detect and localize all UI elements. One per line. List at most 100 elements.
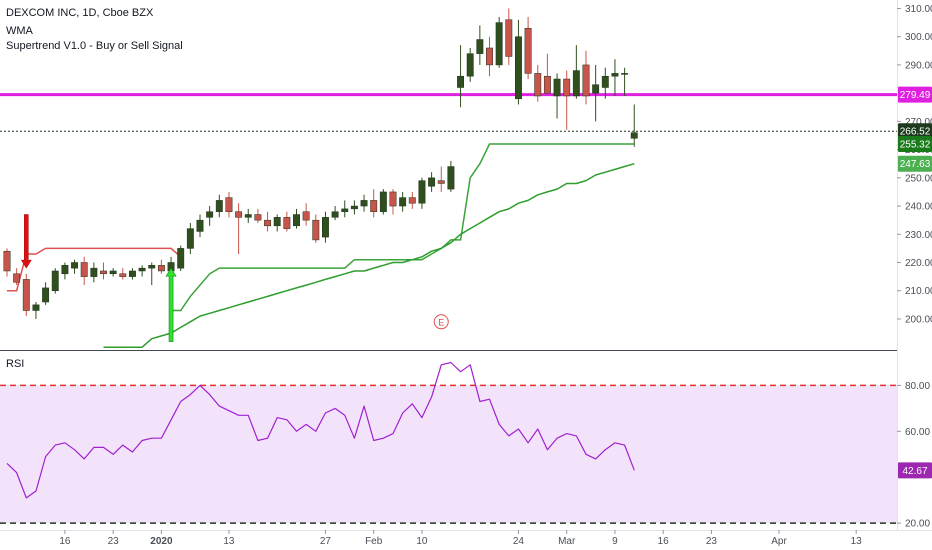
candle[interactable] bbox=[22, 279, 30, 311]
time-tick-label: 23 bbox=[706, 536, 718, 547]
candle[interactable] bbox=[534, 73, 542, 97]
time-tick-label: 13 bbox=[851, 536, 863, 547]
candle[interactable] bbox=[138, 267, 146, 272]
candle[interactable] bbox=[312, 219, 320, 241]
candle[interactable] bbox=[437, 180, 445, 184]
legend-wma[interactable]: WMA bbox=[6, 25, 33, 37]
candle[interactable] bbox=[592, 84, 600, 94]
candle[interactable] bbox=[215, 200, 223, 212]
candle[interactable] bbox=[360, 200, 368, 207]
candle[interactable] bbox=[370, 200, 378, 212]
candle[interactable] bbox=[341, 208, 349, 212]
candle[interactable] bbox=[206, 211, 214, 218]
last-close-tag[interactable] bbox=[898, 123, 932, 140]
candle[interactable] bbox=[457, 75, 465, 88]
candle[interactable] bbox=[3, 250, 11, 272]
rsi-tick-label: 20.00 bbox=[905, 519, 930, 530]
time-tick-label: 13 bbox=[223, 536, 235, 547]
candle[interactable] bbox=[80, 262, 88, 277]
chart-title[interactable]: DEXCOM INC, 1D, Cboe BZX bbox=[6, 7, 154, 19]
candle[interactable] bbox=[264, 219, 272, 227]
candle[interactable] bbox=[630, 132, 638, 139]
candle[interactable] bbox=[293, 214, 300, 227]
candle[interactable] bbox=[466, 53, 474, 77]
candle[interactable] bbox=[100, 270, 107, 275]
supertrend-sell-line[interactable] bbox=[7, 247, 182, 292]
candle[interactable] bbox=[495, 22, 503, 66]
candle[interactable] bbox=[42, 287, 50, 303]
candle[interactable] bbox=[418, 180, 426, 204]
candle[interactable] bbox=[186, 228, 194, 249]
candle[interactable] bbox=[13, 273, 21, 283]
price-tick-label: 220.00 bbox=[905, 258, 932, 269]
wma-tag[interactable] bbox=[898, 155, 932, 172]
candle[interactable] bbox=[225, 197, 233, 212]
legend-rsi[interactable]: RSI bbox=[6, 358, 25, 370]
candle[interactable] bbox=[476, 39, 484, 54]
time-tick-label: 16 bbox=[59, 536, 71, 547]
candle[interactable] bbox=[543, 75, 551, 94]
candle[interactable] bbox=[157, 265, 165, 272]
price-tick-label: 290.00 bbox=[905, 60, 932, 71]
candle[interactable] bbox=[254, 214, 262, 221]
candle[interactable] bbox=[235, 211, 243, 218]
supertrend-buy-line[interactable] bbox=[171, 143, 635, 312]
candle[interactable] bbox=[129, 270, 136, 277]
supertrend-tag-label: 255.32 bbox=[900, 139, 931, 150]
candle[interactable] bbox=[524, 27, 532, 74]
candle[interactable] bbox=[428, 177, 436, 187]
price-tick-label: 200.00 bbox=[905, 314, 932, 325]
candle[interactable] bbox=[505, 19, 513, 57]
candle[interactable] bbox=[582, 64, 590, 97]
candle[interactable] bbox=[601, 75, 609, 88]
candle[interactable] bbox=[244, 214, 252, 218]
candle[interactable] bbox=[553, 78, 561, 97]
candle[interactable] bbox=[408, 197, 416, 204]
rsi-pane[interactable] bbox=[0, 361, 897, 524]
candle[interactable] bbox=[109, 270, 117, 275]
price-tick-label: 300.00 bbox=[905, 32, 932, 43]
candle[interactable] bbox=[563, 78, 571, 97]
candle[interactable] bbox=[302, 211, 310, 221]
resistance-tag-label: 279.49 bbox=[900, 90, 931, 101]
candle[interactable] bbox=[447, 166, 455, 190]
time-tick-label: 16 bbox=[658, 536, 670, 547]
candle[interactable] bbox=[399, 197, 407, 207]
candle[interactable] bbox=[119, 273, 127, 277]
candle[interactable] bbox=[611, 73, 619, 77]
candle[interactable] bbox=[331, 211, 339, 218]
candle[interactable] bbox=[71, 262, 78, 269]
candle[interactable] bbox=[283, 217, 291, 229]
time-tick-label: 10 bbox=[416, 536, 428, 547]
resistance-tag[interactable] bbox=[898, 86, 932, 103]
candle[interactable] bbox=[148, 265, 156, 269]
candle[interactable] bbox=[486, 47, 493, 66]
candle[interactable] bbox=[389, 191, 397, 207]
candle[interactable] bbox=[379, 191, 387, 212]
buy-arrow-icon[interactable] bbox=[165, 267, 177, 342]
candle[interactable] bbox=[177, 248, 185, 269]
candle[interactable] bbox=[621, 73, 629, 75]
candle[interactable] bbox=[196, 219, 204, 232]
candle[interactable] bbox=[322, 217, 329, 238]
price-tick-label: 250.00 bbox=[905, 173, 932, 184]
supertrend-tag[interactable] bbox=[898, 135, 932, 152]
candle[interactable] bbox=[350, 205, 358, 210]
wma-line[interactable] bbox=[103, 162, 635, 348]
price-tick-label: 210.00 bbox=[905, 286, 932, 297]
earnings-label: E bbox=[438, 317, 444, 327]
candle[interactable] bbox=[90, 267, 98, 277]
rsi-line[interactable] bbox=[6, 361, 635, 499]
candle[interactable] bbox=[572, 70, 580, 97]
candle[interactable] bbox=[273, 217, 281, 227]
price-pane[interactable]: E bbox=[0, 8, 897, 348]
sell-arrow-icon[interactable] bbox=[20, 214, 32, 269]
legend-supertrend[interactable]: Supertrend V1.0 - Buy or Sell Signal bbox=[6, 40, 183, 52]
candle[interactable] bbox=[515, 36, 522, 100]
candle[interactable] bbox=[51, 270, 59, 291]
candle[interactable] bbox=[32, 304, 40, 311]
candle[interactable] bbox=[61, 265, 69, 275]
rsi-tag[interactable] bbox=[898, 462, 932, 479]
earnings-icon[interactable] bbox=[433, 314, 449, 330]
